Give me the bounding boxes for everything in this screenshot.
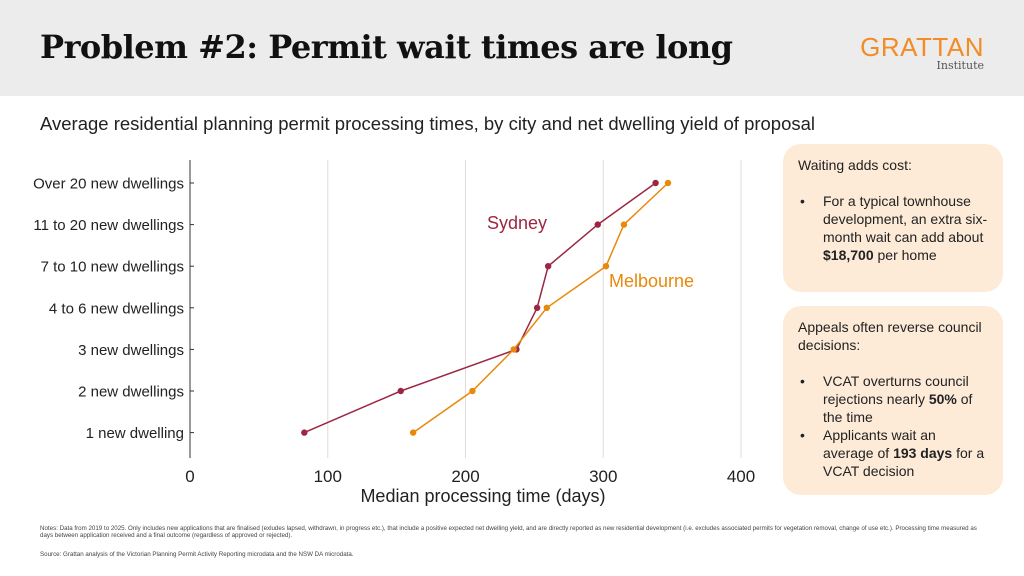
- logo-subtext: Institute: [936, 59, 984, 72]
- x-tick-label: 300: [589, 467, 617, 486]
- y-tick-label: 4 to 6 new dwellings: [49, 300, 184, 317]
- bullet-text: VCAT overturns council rejections nearly: [823, 373, 969, 407]
- bullet-highlight: 193 days: [893, 445, 953, 461]
- chart-notes: Notes: Data from 2019 to 2025. Only incl…: [40, 525, 977, 540]
- x-tick-label: 400: [727, 467, 755, 486]
- appeals-callout-box: Appeals often reverse council decisions:…: [783, 306, 1003, 495]
- y-tick-label: 7 to 10 new dwellings: [41, 259, 184, 276]
- bullet-text: for a VCAT decision: [823, 445, 985, 479]
- series-label-sydney: Sydney: [487, 213, 547, 233]
- bullet-text: of the time: [823, 391, 973, 425]
- callout-bullet: For a typical townhouse development, an …: [798, 192, 989, 264]
- callout-heading: Appeals often reverse council decisions:: [798, 319, 982, 353]
- data-point-melbourne: [469, 387, 476, 395]
- y-tick-label: 2 new dwellings: [78, 384, 184, 401]
- series-label-melbourne: Melbourne: [609, 271, 694, 291]
- bullet-text: per home: [873, 247, 937, 263]
- callout-heading: Waiting adds cost:: [798, 157, 912, 173]
- chart-source: Source: Grattan analysis of the Victoria…: [40, 551, 354, 558]
- data-point-melbourne: [602, 263, 610, 270]
- grattan-logo: GRATTAN Institute: [860, 34, 984, 72]
- bullet-text: For a typical townhouse development, an …: [823, 193, 988, 245]
- callout-bullet: Applicants wait an average of 193 days f…: [798, 426, 989, 480]
- y-tick-label: 11 to 20 new dwellings: [33, 217, 184, 234]
- data-point-sydney: [594, 221, 601, 228]
- processing-time-chart: 1 new dwelling 2 new dwellings 3 new dwell…: [33, 160, 755, 506]
- page-title: Problem #2: Permit wait times are long: [40, 28, 733, 66]
- y-tick-label: 1 new dwelling: [86, 425, 184, 442]
- data-point-sydney: [533, 304, 541, 311]
- bullet-text: Applicants wait an average of: [823, 427, 936, 461]
- x-axis-label: Median processing time (days): [360, 486, 605, 506]
- x-tick-label: 100: [314, 467, 342, 486]
- y-tick-label: 3 new dwellings: [78, 342, 184, 359]
- y-tick-label: Over 20 new dwellings: [33, 176, 184, 193]
- chart-subtitle: Average residential planning permit proc…: [40, 113, 816, 134]
- data-point-sydney: [544, 263, 552, 270]
- bullet-highlight: $18,700: [823, 247, 874, 263]
- x-tick-label: 200: [451, 467, 479, 486]
- data-point-melbourne: [664, 179, 672, 187]
- data-point-sydney: [397, 387, 404, 395]
- cost-callout-box: Waiting adds cost: For a typical townhou…: [783, 144, 1003, 292]
- data-point-sydney: [301, 429, 308, 436]
- x-tick-label: 0: [185, 467, 194, 486]
- data-point-melbourne: [510, 346, 517, 353]
- callout-bullet: VCAT overturns council rejections nearly…: [798, 372, 989, 426]
- bullet-highlight: 50%: [928, 391, 957, 407]
- data-point-melbourne: [620, 221, 628, 228]
- data-point-melbourne: [543, 304, 550, 311]
- data-point-sydney: [652, 179, 659, 187]
- header-bar: Problem #2: Permit wait times are long G…: [0, 0, 1024, 96]
- data-point-melbourne: [409, 429, 417, 436]
- logo-wordmark: GRATTAN: [860, 32, 984, 62]
